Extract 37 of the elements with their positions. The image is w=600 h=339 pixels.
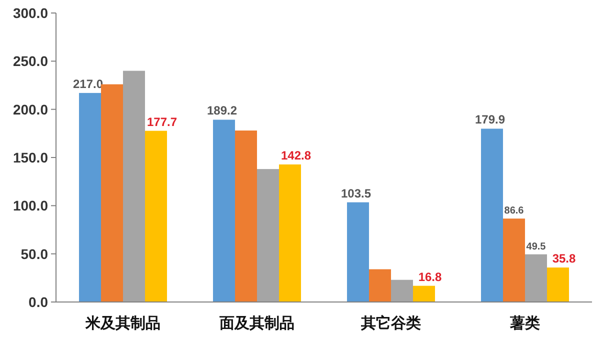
y-tick-label: 50.0	[20, 246, 48, 262]
bar	[235, 130, 257, 302]
bar	[503, 218, 525, 302]
x-tick-label: 薯类	[509, 315, 540, 332]
data-label: 86.6	[504, 206, 524, 217]
data-label: 189.2	[206, 104, 238, 118]
bar	[413, 286, 435, 302]
y-tick-label: 250.0	[12, 53, 48, 70]
data-label: 49.5	[526, 241, 546, 252]
data-label: 16.8	[418, 270, 442, 284]
bar	[101, 84, 123, 302]
x-tick-label: 米及其制品	[84, 315, 160, 332]
bar	[391, 280, 413, 302]
y-tick-label: 0.0	[28, 294, 48, 310]
bar	[257, 169, 279, 302]
y-tick-label: 200.0	[12, 101, 48, 118]
y-tick-label: 300.0	[12, 5, 48, 21]
data-label: 177.7	[146, 114, 178, 129]
bar	[525, 254, 547, 302]
bar	[123, 70, 145, 302]
bar	[145, 130, 167, 302]
y-tick-label: 100.0	[12, 198, 48, 214]
bar	[547, 268, 569, 302]
bar	[79, 92, 101, 302]
bar	[369, 269, 391, 302]
data-label: 217.0	[72, 76, 104, 91]
bar	[279, 164, 301, 302]
data-label: 103.5	[340, 186, 372, 200]
bar	[347, 202, 369, 302]
y-tick-label: 150.0	[12, 150, 48, 166]
x-tick-label: 面及其制品	[218, 315, 294, 332]
data-label: 35.8	[552, 252, 576, 266]
data-label: 179.9	[474, 112, 506, 127]
data-label: 142.8	[280, 148, 312, 162]
bar	[213, 120, 235, 302]
x-tick-label: 其它谷类	[360, 314, 421, 332]
bar	[481, 128, 503, 302]
